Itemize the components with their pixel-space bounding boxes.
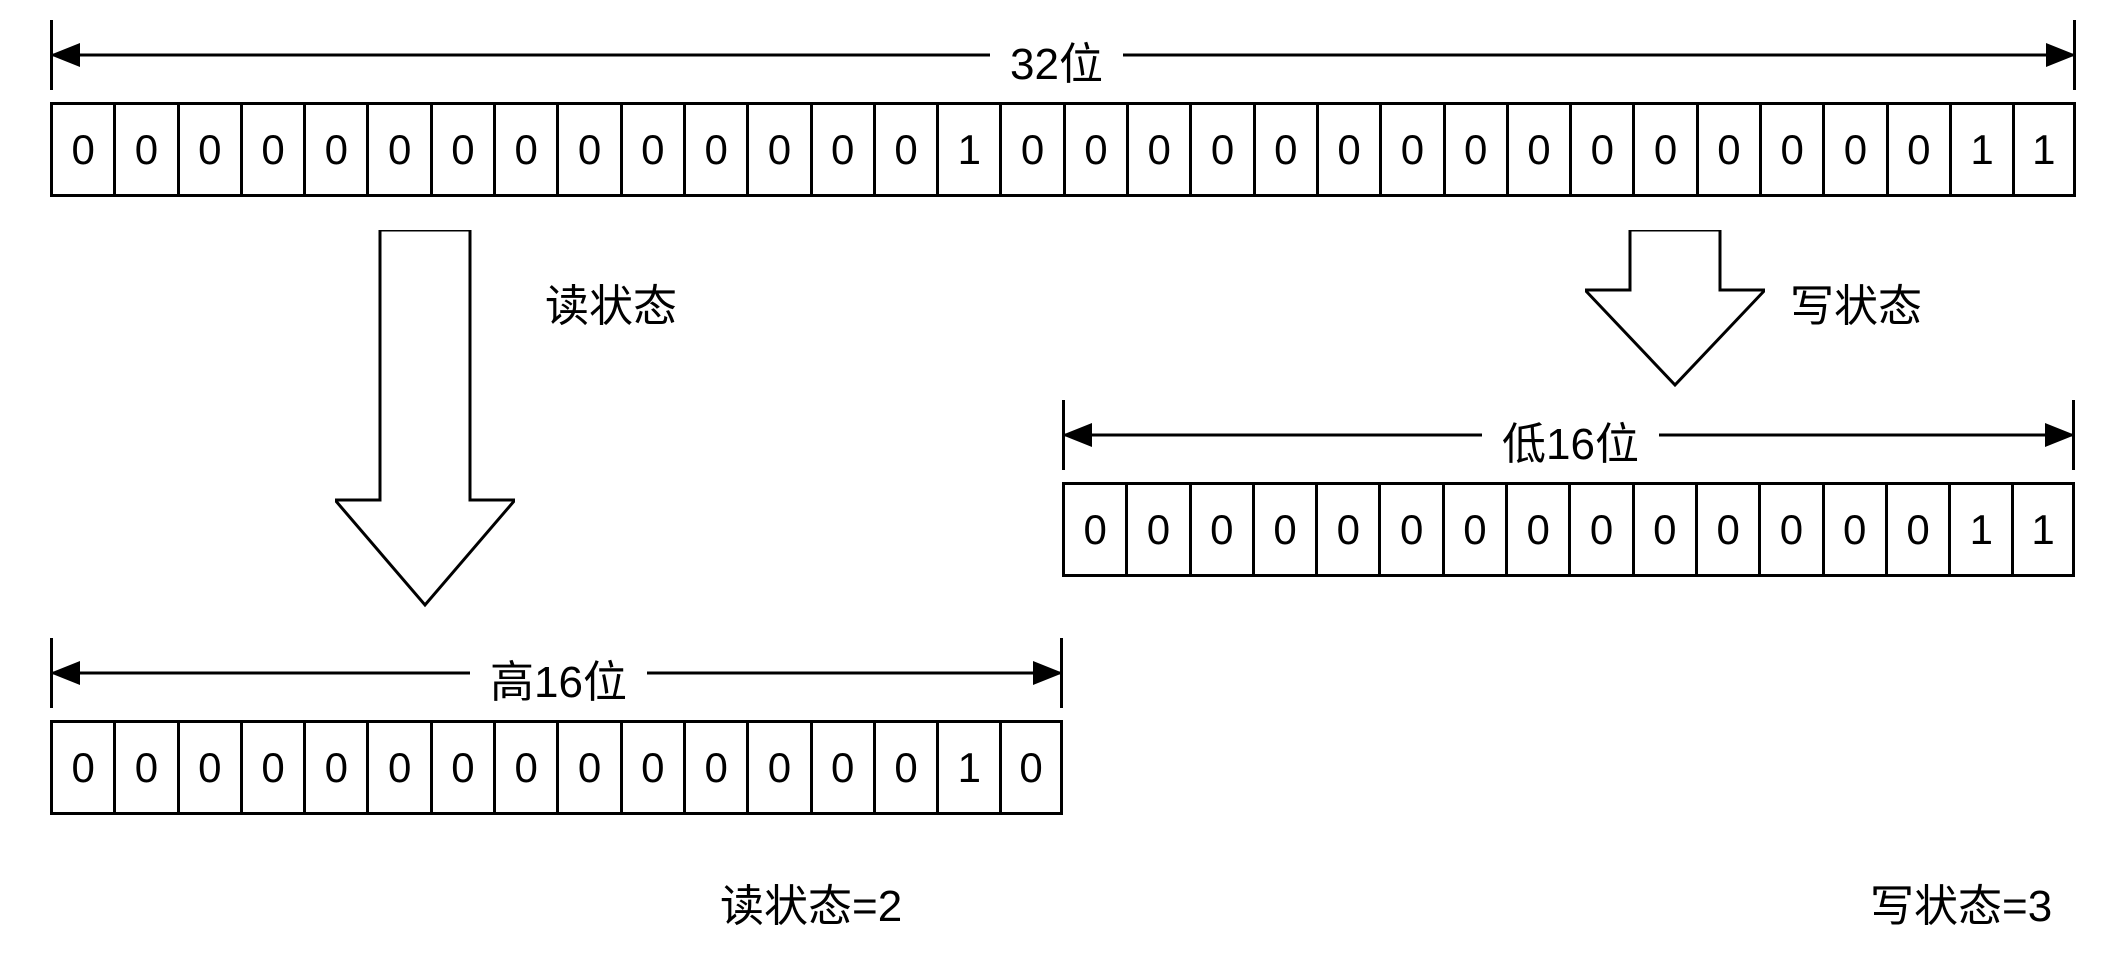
bit-cell: 0 <box>113 720 176 815</box>
bit-cell: 0 <box>1379 102 1442 197</box>
bit-cell: 0 <box>240 102 303 197</box>
bit-cell: 0 <box>1506 102 1569 197</box>
bit-cell: 0 <box>50 102 113 197</box>
bit-cell: 0 <box>1885 482 1948 577</box>
bit-cell: 0 <box>620 720 683 815</box>
bit-cell: 0 <box>240 720 303 815</box>
bit-cell: 0 <box>493 720 556 815</box>
bit-cell: 0 <box>177 102 240 197</box>
bit-cell: 0 <box>1316 102 1379 197</box>
bit-cell: 0 <box>1568 482 1631 577</box>
bit-cell: 0 <box>746 720 809 815</box>
bit-cell: 0 <box>1695 482 1758 577</box>
bit-cell: 0 <box>620 102 683 197</box>
bit-cell: 1 <box>2012 102 2075 197</box>
bit-cell: 0 <box>999 720 1062 815</box>
bit-cell: 0 <box>1505 482 1568 577</box>
bit-cell: 0 <box>1252 482 1315 577</box>
bit-cell: 0 <box>303 102 366 197</box>
bit-cell: 0 <box>430 102 493 197</box>
bit-cell: 0 <box>1063 102 1126 197</box>
bit-cell: 1 <box>936 720 999 815</box>
bit-cell: 0 <box>746 102 809 197</box>
bit-cell: 0 <box>683 720 746 815</box>
high-dim-label: 高16位 <box>470 646 647 710</box>
bit-cell: 1 <box>1948 482 2011 577</box>
bit-cell: 0 <box>430 720 493 815</box>
main-bit-row: 00000000000000100000000000000011 <box>50 102 2076 197</box>
bit-cell: 0 <box>1758 482 1821 577</box>
bit-cell: 0 <box>1378 482 1441 577</box>
bit-cell: 1 <box>936 102 999 197</box>
bit-cell: 0 <box>493 102 556 197</box>
bit-cell: 0 <box>1126 102 1189 197</box>
bit-cell: 0 <box>177 720 240 815</box>
read-arrow-label: 读状态 <box>545 270 677 334</box>
bit-cell: 0 <box>810 720 873 815</box>
bit-cell: 0 <box>1125 482 1188 577</box>
bit-cell: 0 <box>303 720 366 815</box>
low-dim-label: 低16位 <box>1482 408 1659 472</box>
bit-cell: 0 <box>1442 482 1505 577</box>
bit-cell: 0 <box>50 720 113 815</box>
bit-cell: 0 <box>113 102 176 197</box>
high-bit-row: 0000000000000010 <box>50 720 1063 815</box>
bit-cell: 0 <box>366 102 429 197</box>
write-arrow <box>1585 230 1765 395</box>
bit-cell: 0 <box>683 102 746 197</box>
bit-cell: 0 <box>1632 482 1695 577</box>
bit-cell: 0 <box>1443 102 1506 197</box>
bit-cell: 0 <box>366 720 429 815</box>
bit-cell: 0 <box>1062 482 1125 577</box>
bit-cell: 0 <box>1253 102 1316 197</box>
low-bit-row: 0000000000000011 <box>1062 482 2075 577</box>
bit-cell: 0 <box>1759 102 1822 197</box>
bit-cell: 1 <box>2011 482 2074 577</box>
bit-cell: 0 <box>1696 102 1759 197</box>
bit-cell: 0 <box>1315 482 1378 577</box>
read-arrow <box>335 230 515 615</box>
bit-cell: 0 <box>1189 102 1252 197</box>
bit-cell: 0 <box>873 720 936 815</box>
bit-cell: 0 <box>1822 102 1885 197</box>
bit-cell: 0 <box>1189 482 1252 577</box>
write-result-label: 写状态=3 <box>1870 870 2052 934</box>
bit-cell: 0 <box>556 720 619 815</box>
read-result-label: 读状态=2 <box>720 870 902 934</box>
bit-cell: 0 <box>556 102 619 197</box>
write-arrow-label: 写状态 <box>1790 270 1922 334</box>
bit-cell: 1 <box>1949 102 2012 197</box>
main-dim-label: 32位 <box>990 28 1123 92</box>
bit-cell: 0 <box>873 102 936 197</box>
bit-cell: 0 <box>1822 482 1885 577</box>
bit-cell: 0 <box>810 102 873 197</box>
bit-cell: 0 <box>1569 102 1632 197</box>
bit-cell: 0 <box>1886 102 1949 197</box>
bit-cell: 0 <box>1632 102 1695 197</box>
bit-cell: 0 <box>999 102 1062 197</box>
